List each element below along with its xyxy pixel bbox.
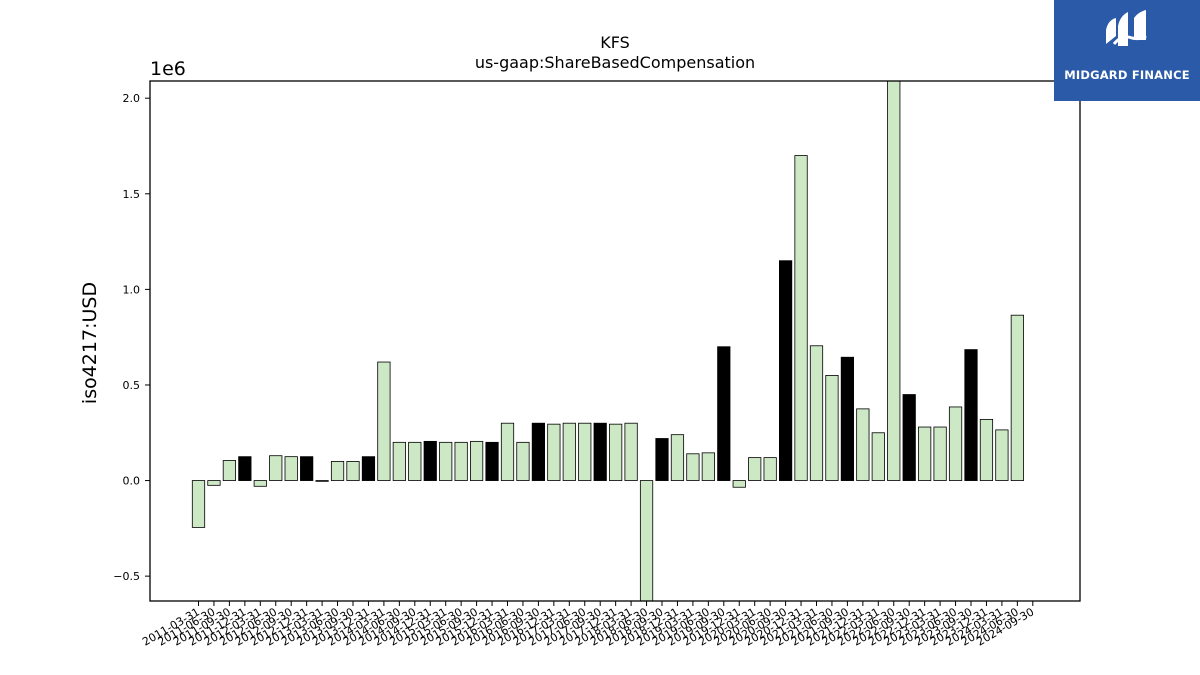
bar <box>238 456 252 481</box>
bar <box>717 346 731 481</box>
bar <box>284 456 298 481</box>
bar <box>887 80 901 481</box>
chart-title: KFS <box>600 33 630 52</box>
bar <box>191 480 206 528</box>
bar <box>485 441 499 481</box>
chart-subtitle: us-gaap:ShareBasedCompensation <box>475 53 755 72</box>
plot-frame <box>149 80 1081 602</box>
bar <box>871 432 885 481</box>
y-ticks-group: −0.5 0.0 0.5 1.0 1.5 2.0 <box>113 92 150 583</box>
bar <box>269 455 283 481</box>
y-tick-label: −0.5 <box>113 570 140 583</box>
bar <box>593 422 607 481</box>
y-axis-label: iso4217:USD <box>79 282 101 404</box>
bar <box>918 426 932 481</box>
y-tick-label: 0.0 <box>123 475 141 488</box>
bar <box>809 345 824 481</box>
bar <box>547 423 561 481</box>
bar <box>531 422 546 481</box>
bar <box>207 480 221 486</box>
y-tick-label: 1.5 <box>123 188 141 201</box>
logo: MIDGARD FINANCE <box>1054 0 1200 101</box>
bar <box>562 422 576 481</box>
bar <box>701 452 715 481</box>
bar <box>516 441 530 481</box>
bar <box>500 422 515 481</box>
bar <box>732 480 746 488</box>
bar <box>639 480 654 602</box>
bar <box>748 457 762 481</box>
bar <box>779 260 793 481</box>
bar <box>300 456 314 481</box>
bar <box>933 426 947 481</box>
bar <box>253 480 267 487</box>
bar <box>361 456 376 481</box>
bar <box>794 155 808 481</box>
bar <box>840 356 855 481</box>
logo-mark-icon <box>1106 10 1147 46</box>
bar <box>315 480 329 482</box>
bar <box>670 434 685 481</box>
bar <box>995 429 1009 481</box>
bar <box>578 422 592 481</box>
y-tick-label: 0.5 <box>123 379 141 392</box>
bar <box>392 441 406 481</box>
bar <box>439 441 453 481</box>
y-tick-label: 1.0 <box>123 283 141 296</box>
bar <box>964 349 978 481</box>
y-multiplier: 1e6 <box>150 58 186 80</box>
bar <box>686 453 700 481</box>
bar <box>423 440 437 481</box>
bar <box>330 461 345 481</box>
bar <box>655 438 669 481</box>
bar <box>825 375 839 481</box>
bar <box>948 406 963 481</box>
bar <box>902 394 916 481</box>
logo-text: MIDGARD FINANCE <box>1064 68 1190 82</box>
y-tick-label: 2.0 <box>123 92 141 105</box>
bar <box>408 441 422 481</box>
bar <box>377 361 391 481</box>
bars-group <box>191 80 1024 602</box>
x-ticks-group: 2011-03-312011-06-302011-09-302011-12-31… <box>140 601 1036 649</box>
bar <box>454 441 468 481</box>
bar <box>469 440 484 481</box>
bar <box>979 418 994 481</box>
bar <box>763 457 777 481</box>
bar <box>1010 314 1024 481</box>
bar <box>856 408 870 481</box>
bar <box>222 460 236 481</box>
bar <box>609 423 623 481</box>
bar <box>346 461 360 481</box>
bar <box>624 422 638 481</box>
